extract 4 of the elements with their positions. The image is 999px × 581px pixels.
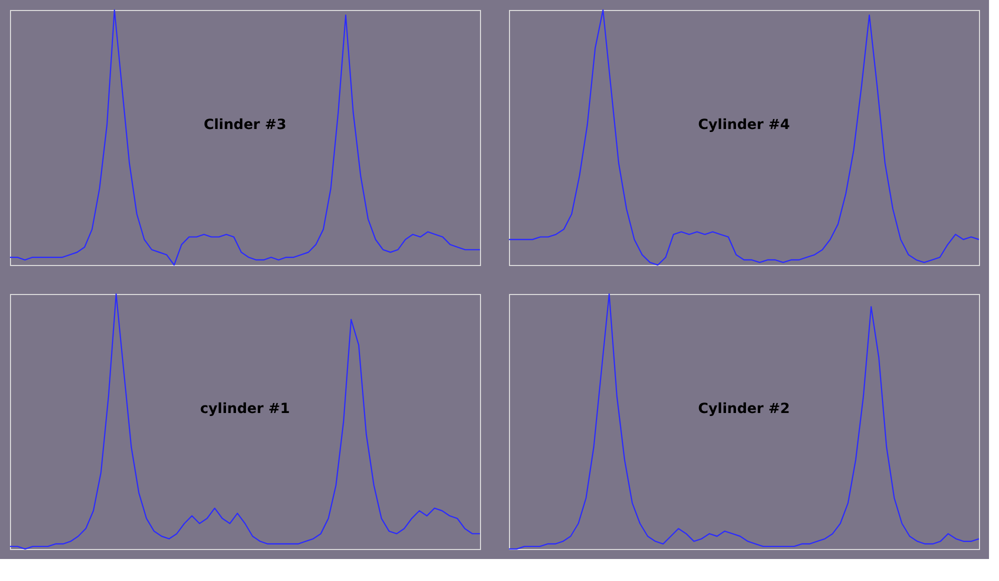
annotation: Cylinder #4 bbox=[698, 116, 790, 133]
annotation: cylinder #1 bbox=[200, 400, 290, 417]
annotation: Cylinder #2 bbox=[698, 400, 790, 417]
annotation: Clinder #3 bbox=[204, 116, 286, 133]
